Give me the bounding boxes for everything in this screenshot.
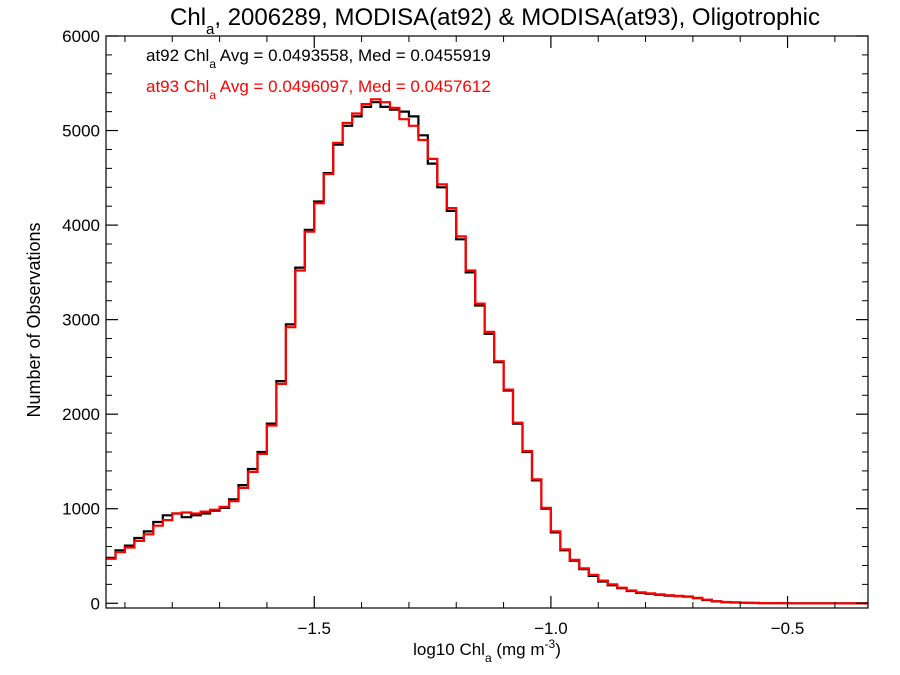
series-line-1 [106, 98, 868, 605]
x-tick-label: −1.5 [297, 619, 331, 638]
y-tick-label: 0 [91, 594, 100, 613]
y-tick-label: 4000 [62, 216, 100, 235]
annotation-at92: at92 Chla Avg = 0.0493558, Med = 0.04559… [146, 46, 491, 71]
plot-frame [105, 35, 869, 609]
annotation-at93: at93 Chla Avg = 0.0496097, Med = 0.04576… [146, 77, 491, 102]
x-tick-label: −0.5 [771, 619, 805, 638]
series-line-0 [106, 101, 868, 605]
chart-title: Chla, 2006289, MODISA(at92) & MODISA(at9… [170, 4, 820, 38]
y-tick-label: 6000 [62, 27, 100, 46]
annotations-group: at92 Chla Avg = 0.0493558, Med = 0.04559… [146, 46, 491, 102]
x-tick-label: −1.0 [534, 619, 568, 638]
y-tick-label: 3000 [62, 311, 100, 330]
x-axis-label: log10 Chla (mg m-3) [413, 637, 561, 665]
y-tick-label: 5000 [62, 122, 100, 141]
y-tick-label: 1000 [62, 500, 100, 519]
y-axis-label: Number of Observations [24, 222, 44, 417]
y-tick-label: 2000 [62, 405, 100, 424]
plot-area: −1.5 −1.0 −0.5 0 1000 2000 3000 4000 5000 6000 [62, 27, 869, 638]
